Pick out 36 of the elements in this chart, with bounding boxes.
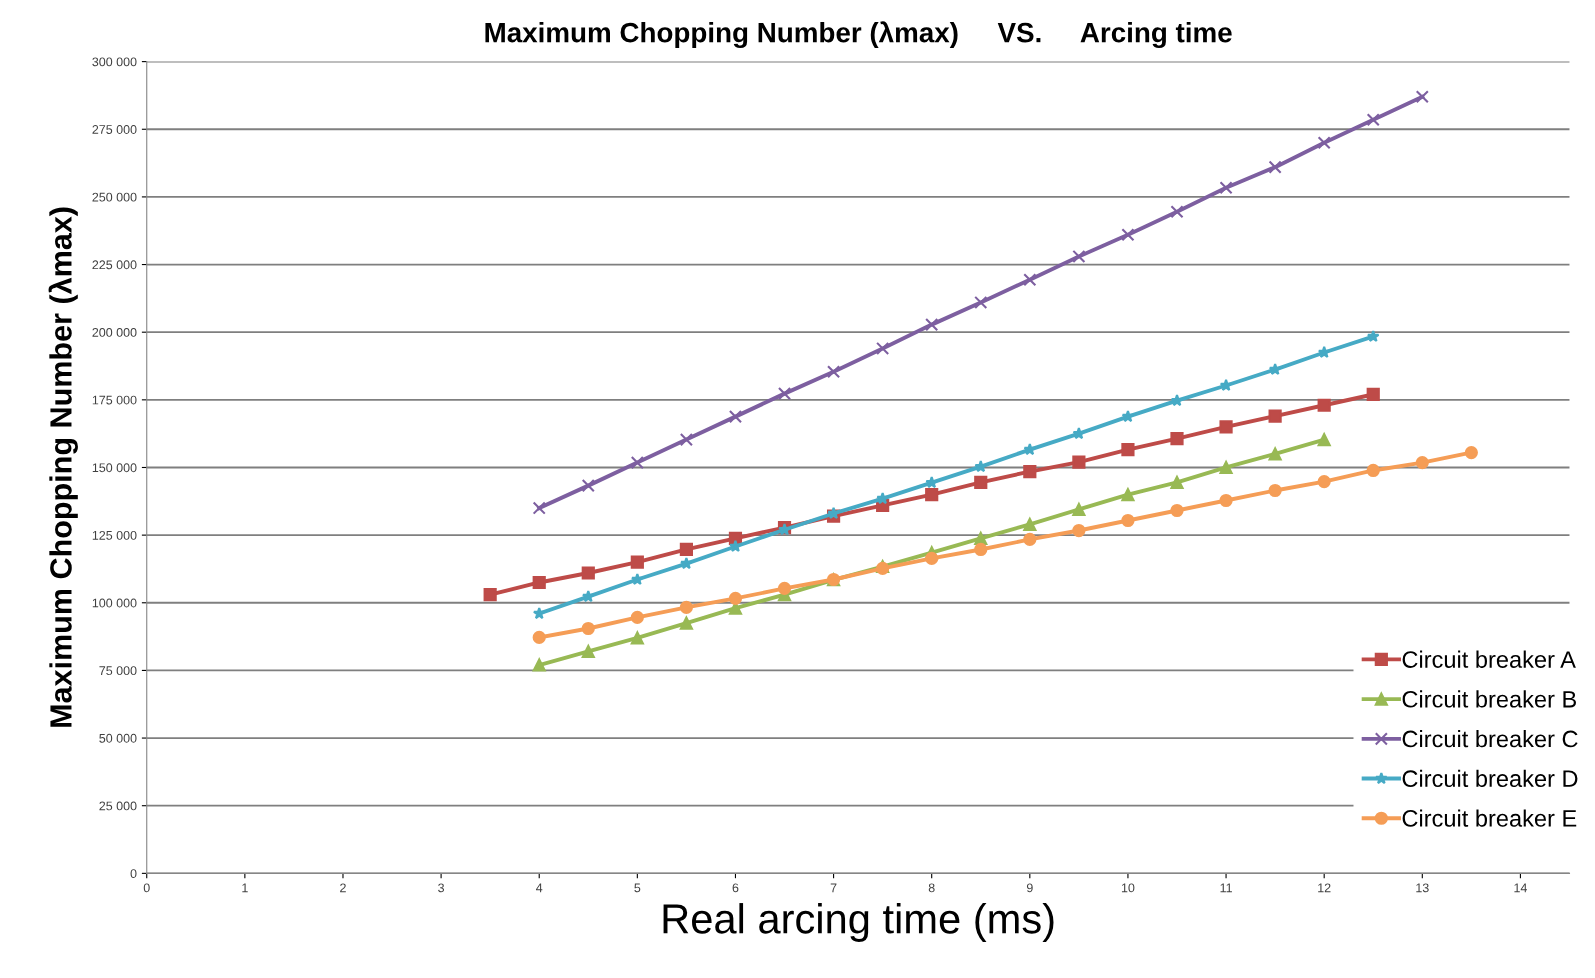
y-tick-label: 200 000 (92, 327, 137, 337)
x-tick-label: 11 (1220, 883, 1232, 893)
y-tick-label: 25 000 (99, 801, 137, 811)
x-tick-label: 14 (1514, 883, 1528, 893)
y-axis-title: Maximum Chopping Number (λmax) (48, 207, 78, 727)
legend-label: Circuit breaker A (1402, 650, 1576, 668)
y-tick-label: 125 000 (92, 530, 137, 540)
y-tick-label: 100 000 (92, 598, 137, 608)
legend-label: Circuit breaker C (1402, 729, 1578, 748)
x-tick-label: 2 (340, 883, 346, 893)
x-tick-label: 12 (1318, 883, 1331, 893)
legend-label: Circuit breaker B (1402, 690, 1576, 708)
legend-label: Circuit breaker D (1402, 769, 1578, 788)
y-tick-label: 75 000 (99, 666, 137, 676)
chart-title: Maximum Chopping Number (λmax) VS. Arcing time (485, 21, 1232, 49)
y-tick-label: 175 000 (92, 395, 137, 405)
x-tick-label: 8 (928, 883, 935, 893)
y-tick-label: 50 000 (99, 733, 137, 743)
x-tick-label: 5 (634, 883, 641, 893)
y-tick-label: 150 000 (92, 463, 137, 473)
x-axis-title: Real arcing time (ms) (663, 903, 1054, 942)
y-tick-label: 300 000 (92, 57, 137, 67)
x-tick-label: 1 (242, 883, 248, 893)
y-tick-label: 0 (130, 869, 137, 879)
x-tick-label: 4 (536, 883, 543, 893)
legend-label: Circuit breaker E (1402, 809, 1577, 827)
x-tick-label: 10 (1121, 883, 1135, 893)
y-tick-label: 250 000 (92, 192, 137, 202)
x-tick-label: 9 (1026, 883, 1033, 893)
x-tick-label: 0 (143, 883, 150, 893)
x-tick-label: 6 (732, 883, 739, 893)
y-tick-label: 225 000 (92, 260, 137, 270)
x-tick-label: 3 (438, 883, 445, 893)
x-tick-label: 13 (1416, 883, 1429, 893)
x-tick-label: 7 (830, 883, 837, 893)
y-tick-label: 275 000 (92, 125, 137, 134)
